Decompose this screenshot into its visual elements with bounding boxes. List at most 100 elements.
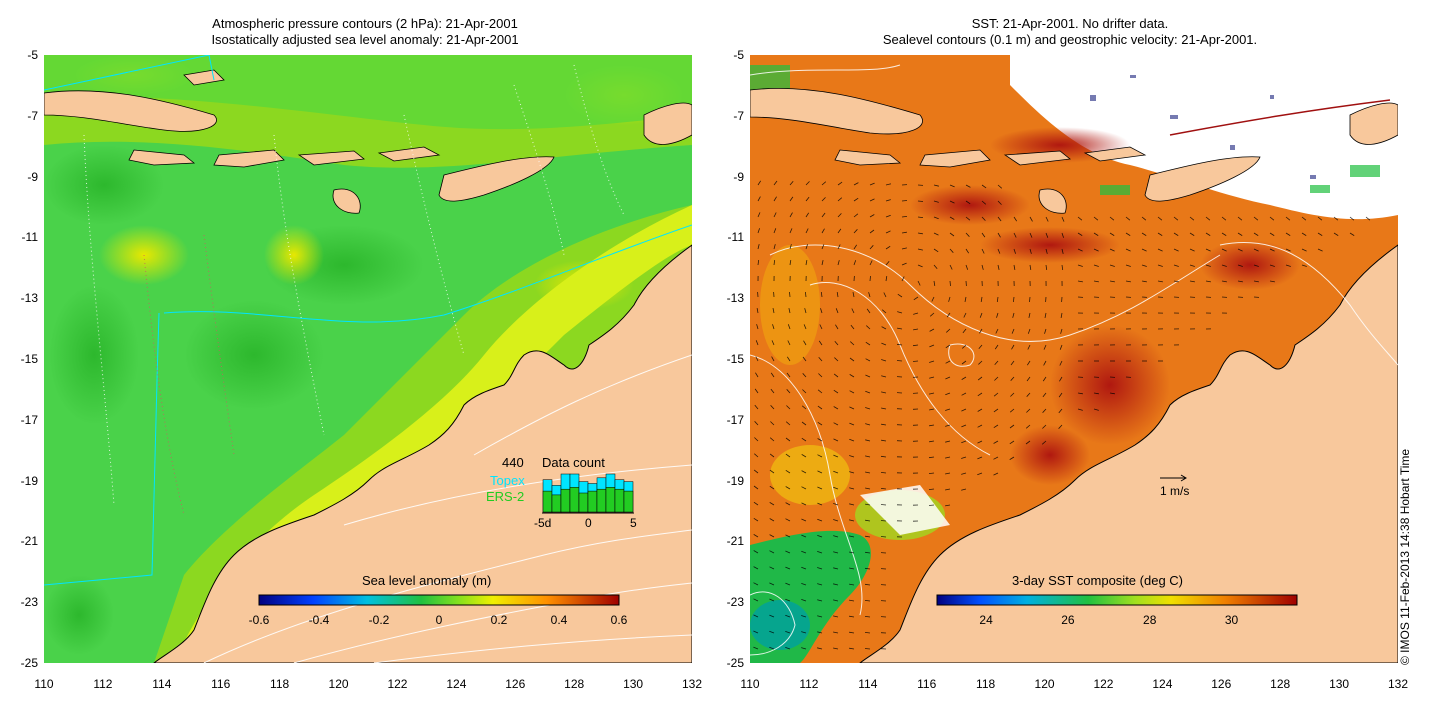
right-y-tick: -19 [726, 473, 744, 488]
right-y-tick: -25 [726, 656, 744, 670]
left-title-line1: Atmospheric pressure contours (2 hPa): 2… [212, 16, 518, 31]
velocity-arrow [753, 566, 759, 570]
velocity-arrow [1237, 248, 1243, 252]
velocity-arrow [789, 180, 794, 186]
velocity-arrow [1221, 232, 1227, 236]
velocity-arrow [756, 308, 759, 314]
velocity-arrow [755, 372, 759, 378]
velocity-arrow [1301, 248, 1307, 252]
data-count-inset: 440 Data count Topex ERS-2 -5d 0 5 [486, 455, 637, 530]
velocity-arrow [849, 422, 855, 426]
ers2-count-bar [596, 488, 607, 513]
left-y-tick: -7 [27, 108, 38, 123]
sst-colorbar-tick: 26 [1061, 613, 1075, 627]
velocity-arrow [913, 296, 919, 301]
velocity-arrow [865, 390, 871, 394]
left-y-tick: -15 [20, 352, 38, 366]
velocity-arrow [853, 182, 859, 186]
left-x-tick: 112 [93, 677, 113, 691]
velocity-arrow [901, 262, 907, 266]
right-x-tick: 130 [1329, 677, 1350, 691]
velocity-arrow [929, 344, 935, 348]
velocity-arrow [849, 519, 855, 522]
right-y-tick: -15 [726, 352, 744, 366]
velocity-arrow [833, 599, 839, 602]
velocity-arrow [929, 312, 935, 317]
velocity-arrow [1173, 216, 1179, 221]
velocity-arrow [803, 324, 807, 330]
velocity-arrow [1237, 232, 1243, 236]
velocity-arrow [933, 184, 939, 187]
velocity-arrow [1141, 248, 1147, 252]
left-x-tick: 124 [446, 677, 467, 691]
velocity-arrow [801, 486, 807, 490]
axis-label-minus5: -5d [534, 516, 551, 530]
velocity-arrow [1157, 232, 1163, 236]
velocity-arrow [864, 583, 871, 586]
velocity-arrow [981, 264, 984, 270]
velocity-arrow [865, 374, 871, 378]
velocity-arrow [817, 583, 823, 586]
velocity-arrow [977, 440, 983, 444]
velocity-arrow [789, 291, 791, 298]
velocity-arrow [1042, 424, 1047, 429]
velocity-arrow [833, 406, 839, 410]
velocity-scale-label: 1 m/s [1160, 484, 1189, 498]
velocity-arrow [849, 535, 855, 538]
velocity-arrow [1042, 408, 1047, 413]
velocity-scale: 1 m/s [1160, 474, 1189, 498]
sst-colorbar-tick: 30 [1225, 613, 1239, 627]
velocity-arrow [1043, 360, 1047, 366]
velocity-arrow [1365, 216, 1371, 221]
velocity-arrow [864, 632, 871, 634]
velocity-arrow [786, 356, 791, 362]
velocity-arrow [817, 470, 823, 474]
velocity-arrow [805, 291, 807, 298]
ers2-label: ERS-2 [486, 489, 524, 504]
velocity-arrow [833, 503, 839, 506]
velocity-arrow [917, 264, 923, 268]
velocity-arrow [962, 344, 967, 349]
velocity-arrow [880, 536, 887, 538]
velocity-arrow [949, 248, 954, 253]
velocity-arrow [994, 376, 999, 381]
velocity-arrow [769, 646, 775, 650]
velocity-arrow [833, 486, 839, 490]
velocity-arrow [965, 200, 971, 205]
velocity-arrow [1042, 392, 1047, 398]
velocity-arrow [803, 340, 807, 346]
velocity-arrow [996, 312, 999, 318]
velocity-arrow [1027, 344, 1031, 350]
right-y-tick: -13 [726, 291, 744, 306]
velocity-arrow [789, 212, 793, 218]
sla-colorbar-tick: 0.2 [491, 613, 508, 627]
velocity-arrow [820, 308, 823, 314]
velocity-arrow [865, 423, 871, 426]
velocity-arrow [849, 390, 855, 394]
velocity-arrow [769, 502, 775, 506]
velocity-arrow [993, 456, 999, 460]
velocity-arrow [881, 391, 887, 394]
velocity-arrow [801, 615, 807, 618]
velocity-arrow [833, 567, 839, 570]
velocity-arrow [753, 614, 759, 618]
velocity-arrow [913, 328, 919, 331]
velocity-arrow [753, 598, 759, 602]
velocity-arrow [1061, 216, 1065, 222]
velocity-arrow [1010, 360, 1015, 366]
velocity-arrow [993, 440, 999, 444]
velocity-arrow [1285, 264, 1291, 267]
velocity-arrow [769, 598, 775, 602]
velocity-arrow [833, 519, 839, 522]
velocity-arrow [881, 423, 887, 426]
velocity-arrow [929, 392, 935, 395]
velocity-arrow [1026, 360, 1031, 366]
velocity-arrow [801, 550, 807, 554]
velocity-arrow [785, 566, 791, 570]
velocity-arrow [801, 518, 807, 522]
velocity-arrow [833, 615, 839, 618]
velocity-arrow [785, 614, 791, 618]
velocity-arrow [979, 312, 983, 318]
velocity-arrow [771, 356, 775, 362]
velocity-arrow [912, 360, 919, 362]
